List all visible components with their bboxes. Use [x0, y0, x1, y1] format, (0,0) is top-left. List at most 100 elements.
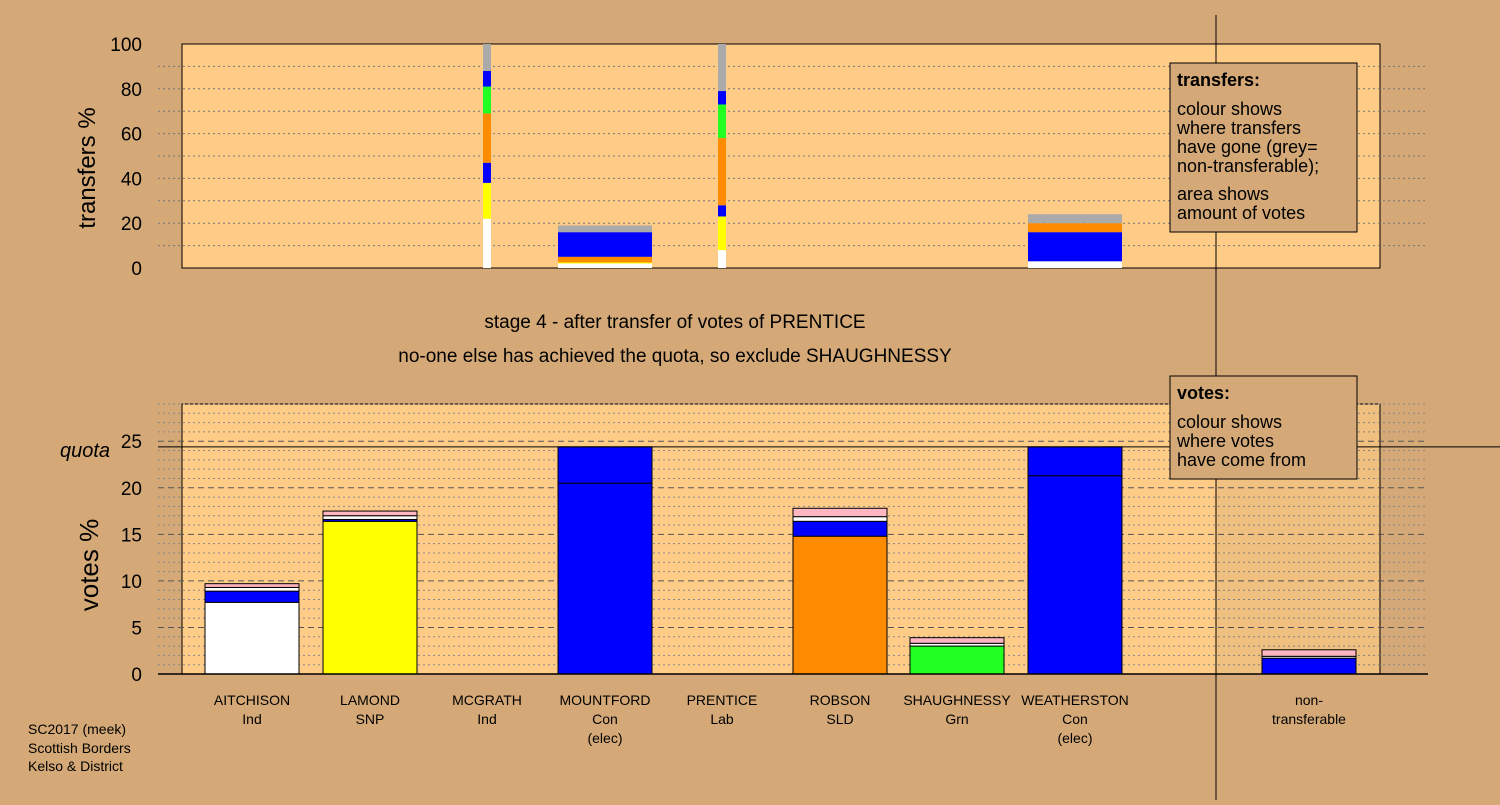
candidate-label-line: Grn: [945, 711, 968, 727]
transfers-legend-line: non-transferable);: [1177, 156, 1319, 176]
transfers-legend-line: area shows: [1177, 184, 1269, 204]
candidate-label-line: Ind: [242, 711, 261, 727]
vote-segment-blue: [204, 590, 300, 603]
candidate-label-line: SLD: [826, 711, 853, 727]
transfer-segment-yellow: [483, 182, 491, 219]
transfers-legend-line: amount of votes: [1177, 203, 1305, 223]
transfer-segment-blue: [483, 162, 491, 183]
candidate-label-line: SNP: [356, 711, 385, 727]
votes-legend-line: colour shows: [1177, 412, 1282, 432]
candidate-label-line: Lab: [710, 711, 734, 727]
transfers-y-tick-label: 80: [121, 80, 142, 101]
transfer-segment-blue: [718, 91, 726, 105]
transfers-y-tick-label: 20: [121, 214, 142, 235]
vote-segment-pink: [792, 507, 888, 518]
candidate-label-line: (elec): [1057, 730, 1092, 746]
nontransferable-label-line1: non-: [1295, 692, 1323, 708]
transfers-y-tick-label: 0: [131, 259, 142, 280]
votes-y-ticks: 0 5 10 15 20 25: [121, 432, 142, 686]
vote-segment-orange: [792, 535, 888, 675]
transfer-segment-orange: [483, 113, 491, 163]
nontransferable-label-line2: transferable: [1272, 711, 1346, 727]
transfer-segment-grey: [558, 225, 652, 233]
candidate-label-line: MCGRATH: [452, 692, 522, 708]
vote-segment-white: [322, 515, 418, 520]
candidate-label-line: (elec): [587, 730, 622, 746]
votes-y-tick-label: 0: [131, 665, 142, 686]
transfer-segment-grey: [483, 44, 491, 71]
candidate-label-line: Ind: [477, 711, 496, 727]
candidate-label-line: Con: [1062, 711, 1088, 727]
transfers-y-tick-label: 100: [110, 35, 142, 56]
vote-segment-pink: [1261, 649, 1357, 657]
votes-bars: [204, 446, 1357, 675]
transfer-segment-white: [483, 218, 491, 268]
transfer-segment-grey: [1028, 214, 1122, 224]
quota-label: quota: [60, 440, 110, 462]
footer-line: Scottish Borders: [28, 740, 131, 756]
transfers-grid: [158, 65, 1428, 247]
transfer-segment-orange: [1028, 223, 1122, 233]
votes-legend-box: [1169, 375, 1358, 480]
vote-segment-white: [204, 601, 300, 675]
stage-subtitle: no-one else has achieved the quota, so e…: [398, 346, 952, 367]
transfers-legend-line: where transfers: [1176, 118, 1301, 138]
transfer-segment-blue: [483, 70, 491, 87]
transfers-y-ticks: 0 20 40 60 80 100: [110, 35, 142, 280]
candidate-label-line: PRENTICE: [687, 692, 758, 708]
vote-segment-blue: [1261, 657, 1357, 675]
vote-segment-blue: [1027, 446, 1123, 477]
transfer-segment-orange: [558, 256, 652, 263]
candidate-label-line: MOUNTFORD: [560, 692, 651, 708]
candidate-labels: AITCHISON Ind LAMOND SNP MCGRATH Ind MOUNTFORD…: [214, 692, 1129, 746]
vote-segment-pink: [204, 583, 300, 588]
votes-y-tick-label: 25: [121, 432, 142, 453]
transfers-y-axis-label: transfers %: [74, 107, 101, 228]
transfer-segment-yellow: [558, 262, 652, 264]
stage-title: stage 4 - after transfer of votes of PRE…: [484, 312, 865, 333]
footer-line: Kelso & District: [28, 758, 123, 774]
vote-segment-white: [204, 586, 300, 592]
footer-line: SC2017 (meek): [28, 721, 126, 737]
transfer-segment-blue: [1028, 232, 1122, 262]
votes-y-tick-label: 10: [121, 572, 142, 593]
transfers-legend: transfers: colour shows where transfers …: [1169, 62, 1358, 233]
transfers-legend-title: transfers:: [1177, 70, 1260, 90]
transfer-segment-white: [718, 250, 726, 268]
votes-y-tick-label: 20: [121, 479, 142, 500]
transfer-segment-green: [483, 86, 491, 114]
transfers-legend-line: have gone (grey=: [1177, 137, 1318, 157]
vote-segment-white: [792, 516, 888, 522]
vote-segment-blue: [1027, 475, 1123, 675]
vote-segment-pink: [909, 637, 1005, 644]
vote-segment-pink: [322, 510, 418, 517]
candidate-label-line: SHAUGHNESSY: [903, 692, 1011, 708]
transfers-y-tick-label: 40: [121, 169, 142, 190]
transfer-segment-white: [1028, 261, 1122, 268]
votes-y-tick-label: 5: [131, 618, 142, 639]
vote-segment-blue: [557, 446, 653, 484]
transfer-segment-grey: [718, 44, 726, 92]
vote-segment-blue: [557, 482, 653, 675]
votes-y-tick-label: 15: [121, 525, 142, 546]
candidate-label-line: WEATHERSTON: [1021, 692, 1129, 708]
votes-legend: votes: colour shows where votes have com…: [1169, 375, 1358, 480]
vote-segment-yellow: [322, 520, 418, 675]
transfer-segment-white: [558, 263, 652, 268]
candidate-label-line: LAMOND: [340, 692, 400, 708]
votes-legend-line: have come from: [1177, 450, 1306, 470]
candidate-label-line: ROBSON: [810, 692, 871, 708]
votes-y-axis-label: votes %: [74, 519, 104, 612]
transfer-segment-orange: [718, 138, 726, 206]
candidate-label-line: AITCHISON: [214, 692, 290, 708]
transfers-y-tick-label: 60: [121, 125, 142, 146]
transfer-segment-blue: [718, 205, 726, 217]
candidate-label-line: Con: [592, 711, 618, 727]
transfers-bars: [483, 44, 1122, 268]
transfers-legend-box: [1169, 62, 1358, 233]
transfer-segment-blue: [558, 232, 652, 257]
transfer-segment-green: [718, 104, 726, 139]
vote-segment-green: [909, 645, 1005, 675]
